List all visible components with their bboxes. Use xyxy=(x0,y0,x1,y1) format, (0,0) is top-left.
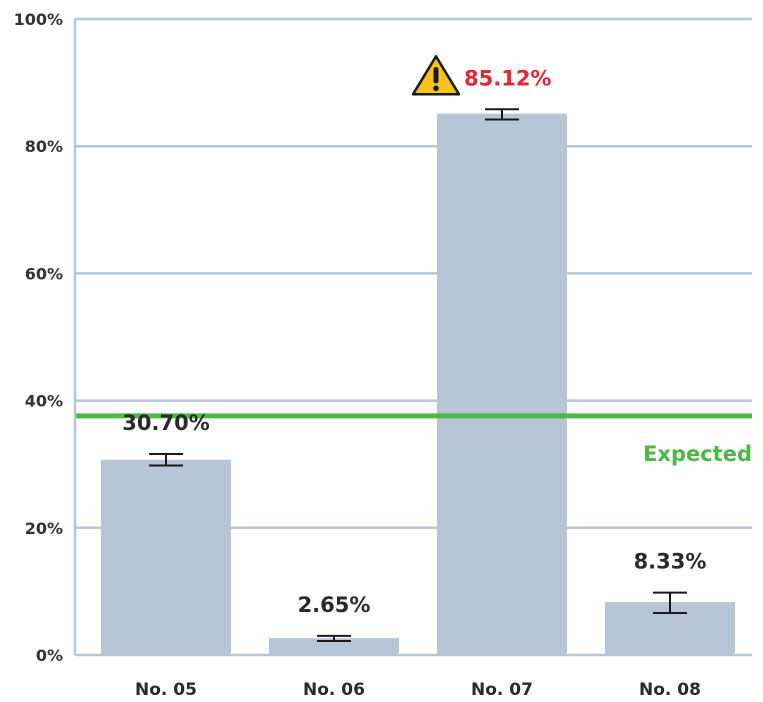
bar-no-06 xyxy=(269,638,399,655)
data-label: 85.12% xyxy=(464,66,551,90)
x-tick-label: No. 08 xyxy=(639,680,701,700)
data-label: 30.70% xyxy=(122,411,209,435)
y-tick-label: 80% xyxy=(25,137,63,156)
warning-icon xyxy=(411,55,461,96)
data-labels: 30.70% 2.65% 85.12% 8.33% xyxy=(122,55,707,617)
y-tick-label: 100% xyxy=(14,10,63,29)
error-bar xyxy=(485,108,519,121)
axes: 0% 20% 40% 60% 80% 100% No. 05 No. 06 No. 07 No. … xyxy=(14,10,752,700)
bar-no-05 xyxy=(101,459,231,655)
x-tick-label: No. 07 xyxy=(471,680,533,700)
warning-dot xyxy=(433,85,439,92)
y-tick-label: 20% xyxy=(25,519,63,538)
grid-lines xyxy=(75,17,752,530)
y-tick-label: 40% xyxy=(25,392,63,411)
error-bars xyxy=(149,108,687,643)
x-tick-label: No. 05 xyxy=(135,680,197,700)
data-label: 2.65% xyxy=(298,593,371,617)
expected-label: Expected xyxy=(643,442,752,466)
data-label: 8.33% xyxy=(634,550,707,574)
error-bar xyxy=(317,634,351,643)
bars xyxy=(101,113,735,656)
x-tick-label: No. 06 xyxy=(303,680,365,700)
y-tick-label: 60% xyxy=(25,264,63,283)
warning-bang xyxy=(433,67,439,84)
bar-no-07 xyxy=(437,113,567,656)
y-tick-label: 0% xyxy=(36,646,63,665)
error-bar xyxy=(149,453,183,467)
expected-line-group: Expected xyxy=(75,413,752,466)
error-bar xyxy=(653,591,687,615)
